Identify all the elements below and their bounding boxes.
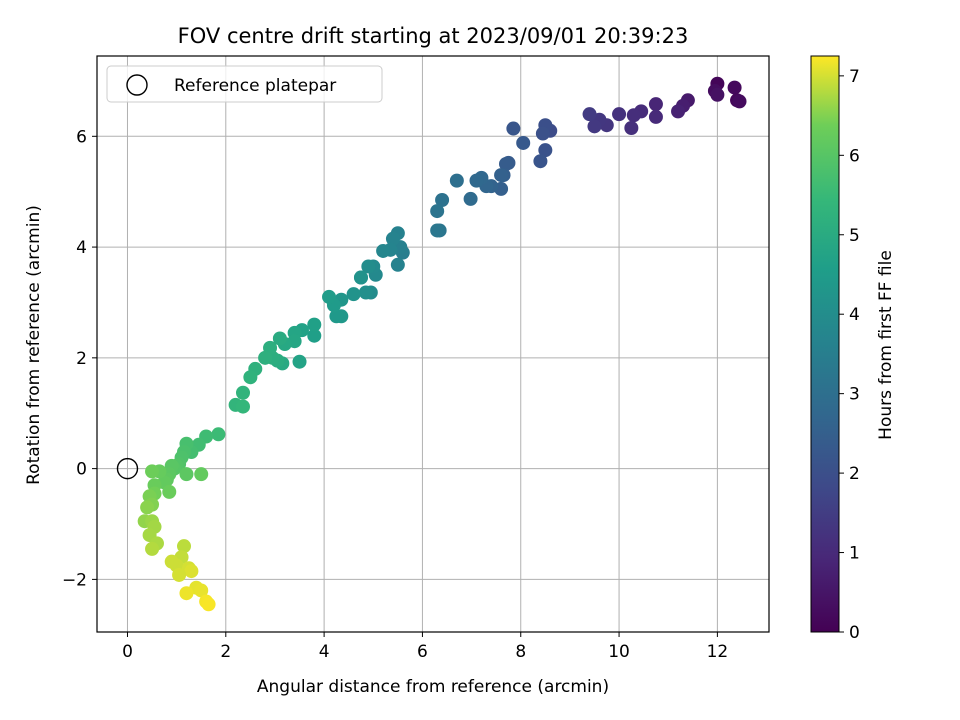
plot-frame bbox=[96, 55, 770, 633]
x-tick-label: 4 bbox=[319, 642, 330, 662]
data-point bbox=[430, 204, 445, 219]
data-point bbox=[164, 554, 179, 569]
data-point bbox=[272, 331, 287, 346]
data-point bbox=[179, 586, 194, 601]
data-point bbox=[516, 135, 531, 150]
colorbar-ticks: 0 1 2 3 4 5 6 7 bbox=[839, 67, 860, 643]
data-point bbox=[145, 464, 160, 479]
data-point bbox=[671, 104, 686, 119]
data-point bbox=[430, 223, 445, 238]
data-point bbox=[506, 121, 521, 136]
data-point bbox=[727, 80, 742, 95]
data-point bbox=[194, 583, 209, 598]
legend-marker-reference bbox=[126, 74, 148, 96]
scatter-points bbox=[137, 76, 747, 612]
data-point bbox=[361, 259, 376, 274]
data-point bbox=[211, 427, 226, 442]
x-tick-label: 0 bbox=[122, 642, 133, 662]
data-point bbox=[648, 97, 663, 112]
data-point bbox=[184, 564, 199, 579]
data-point bbox=[292, 354, 307, 369]
data-point bbox=[322, 289, 337, 304]
data-point bbox=[435, 193, 450, 207]
data-point bbox=[201, 597, 216, 612]
data-point bbox=[390, 257, 405, 272]
x-tick-label: 8 bbox=[515, 642, 526, 662]
data-point bbox=[494, 168, 509, 183]
data-point bbox=[626, 108, 641, 123]
x-tick-label: 2 bbox=[220, 642, 231, 662]
x-axis-label: Angular distance from reference (arcmin) bbox=[257, 677, 609, 697]
grid-lines bbox=[97, 56, 769, 632]
colorbar-tick-label: 3 bbox=[849, 385, 860, 405]
y-tick-label: 4 bbox=[76, 238, 87, 258]
colorbar-gradient bbox=[810, 55, 840, 633]
y-axis-ticks: −2 0 2 4 6 bbox=[62, 127, 97, 590]
data-point bbox=[612, 107, 627, 122]
colorbar-tick-label: 2 bbox=[849, 464, 860, 484]
x-tick-label: 10 bbox=[608, 642, 630, 662]
colorbar-tick-label: 1 bbox=[849, 544, 860, 564]
data-point bbox=[236, 399, 251, 414]
data-point bbox=[538, 143, 553, 158]
x-tick-label: 6 bbox=[417, 642, 428, 662]
data-point bbox=[162, 484, 177, 499]
data-point bbox=[358, 285, 373, 300]
y-axis-label: Rotation from reference (arcmin) bbox=[24, 205, 44, 485]
data-point bbox=[145, 541, 160, 556]
x-axis-ticks: 0 2 4 6 8 10 12 bbox=[122, 632, 728, 662]
data-point bbox=[535, 126, 550, 141]
data-point bbox=[243, 370, 258, 385]
data-point bbox=[236, 385, 251, 400]
data-point bbox=[177, 539, 192, 554]
colorbar: 0 1 2 3 4 5 6 7 Hours from first FF file bbox=[810, 55, 896, 643]
data-point bbox=[624, 121, 639, 135]
data-point bbox=[172, 567, 187, 582]
data-point bbox=[587, 119, 602, 134]
x-tick-label: 12 bbox=[707, 642, 729, 662]
data-point bbox=[732, 94, 747, 109]
data-point bbox=[307, 317, 322, 332]
data-point bbox=[582, 107, 597, 122]
reference-platepar-marker bbox=[116, 457, 139, 480]
data-point bbox=[469, 173, 484, 188]
colorbar-tick-label: 6 bbox=[849, 146, 860, 166]
data-point bbox=[463, 191, 478, 206]
y-tick-label: 2 bbox=[76, 349, 87, 369]
data-point bbox=[533, 154, 548, 169]
y-tick-label: 0 bbox=[76, 460, 87, 480]
colorbar-tick-label: 7 bbox=[849, 67, 860, 87]
legend: Reference platepar bbox=[106, 65, 383, 103]
data-point bbox=[194, 467, 209, 482]
legend-box bbox=[106, 65, 383, 103]
data-point bbox=[385, 231, 400, 246]
data-point bbox=[376, 243, 391, 258]
data-point bbox=[449, 173, 464, 188]
colorbar-tick-label: 4 bbox=[849, 305, 860, 325]
y-tick-label: 6 bbox=[76, 127, 87, 147]
data-point bbox=[140, 500, 155, 515]
data-point bbox=[353, 270, 368, 285]
data-point bbox=[307, 328, 322, 343]
legend-label-reference: Reference platepar bbox=[174, 76, 336, 96]
data-point bbox=[346, 287, 361, 302]
y-tick-label: −2 bbox=[62, 570, 87, 590]
colorbar-tick-label: 5 bbox=[849, 226, 860, 246]
colorbar-tick-label: 0 bbox=[849, 623, 860, 643]
data-point bbox=[499, 157, 514, 171]
data-point bbox=[710, 87, 725, 102]
colorbar-label: Hours from first FF file bbox=[876, 250, 896, 440]
data-point bbox=[329, 309, 344, 324]
data-point bbox=[179, 467, 194, 482]
chart-title: FOV centre drift starting at 2023/09/01 … bbox=[178, 24, 689, 48]
data-point bbox=[258, 350, 273, 365]
data-point bbox=[648, 109, 663, 124]
